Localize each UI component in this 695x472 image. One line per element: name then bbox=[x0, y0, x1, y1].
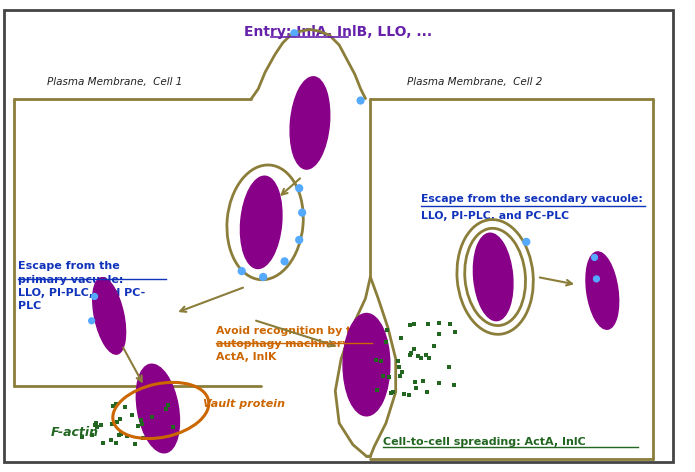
Text: Cell-to-cell spreading: ActA, InlC: Cell-to-cell spreading: ActA, InlC bbox=[383, 437, 586, 447]
Circle shape bbox=[92, 294, 97, 299]
Circle shape bbox=[594, 276, 599, 282]
Circle shape bbox=[260, 273, 267, 280]
Ellipse shape bbox=[240, 176, 282, 269]
Circle shape bbox=[296, 236, 302, 243]
Text: F-actin: F-actin bbox=[51, 426, 99, 439]
Ellipse shape bbox=[136, 364, 179, 453]
Circle shape bbox=[591, 254, 598, 261]
Circle shape bbox=[357, 97, 364, 104]
Text: Entry: InlA, InlB, LLO, ...: Entry: InlA, InlB, LLO, ... bbox=[244, 25, 432, 40]
Ellipse shape bbox=[473, 233, 513, 320]
Text: Avoid recognition by the
autophagy machinery:
ActA, InlK: Avoid recognition by the autophagy machi… bbox=[216, 326, 367, 362]
Ellipse shape bbox=[290, 77, 329, 169]
Text: Vault protein: Vault protein bbox=[203, 399, 285, 409]
Circle shape bbox=[89, 318, 95, 324]
Text: Escape from the
primary vacuole:
LLO, PI-PLC, and PC-
PLC: Escape from the primary vacuole: LLO, PI… bbox=[17, 261, 145, 311]
Circle shape bbox=[291, 30, 297, 37]
Ellipse shape bbox=[586, 252, 619, 329]
Text: Escape from the secondary vacuole:: Escape from the secondary vacuole: bbox=[421, 194, 643, 204]
Text: LLO, PI-PLC, and PC-PLC: LLO, PI-PLC, and PC-PLC bbox=[421, 211, 569, 220]
Text: Plasma Membrane,  Cell 2: Plasma Membrane, Cell 2 bbox=[407, 77, 543, 87]
Ellipse shape bbox=[343, 313, 390, 416]
Circle shape bbox=[299, 209, 306, 216]
Circle shape bbox=[238, 268, 245, 275]
Ellipse shape bbox=[92, 278, 126, 354]
Text: Plasma Membrane,  Cell 1: Plasma Membrane, Cell 1 bbox=[47, 77, 182, 87]
Circle shape bbox=[296, 185, 302, 192]
Circle shape bbox=[281, 258, 288, 265]
Circle shape bbox=[523, 238, 530, 245]
